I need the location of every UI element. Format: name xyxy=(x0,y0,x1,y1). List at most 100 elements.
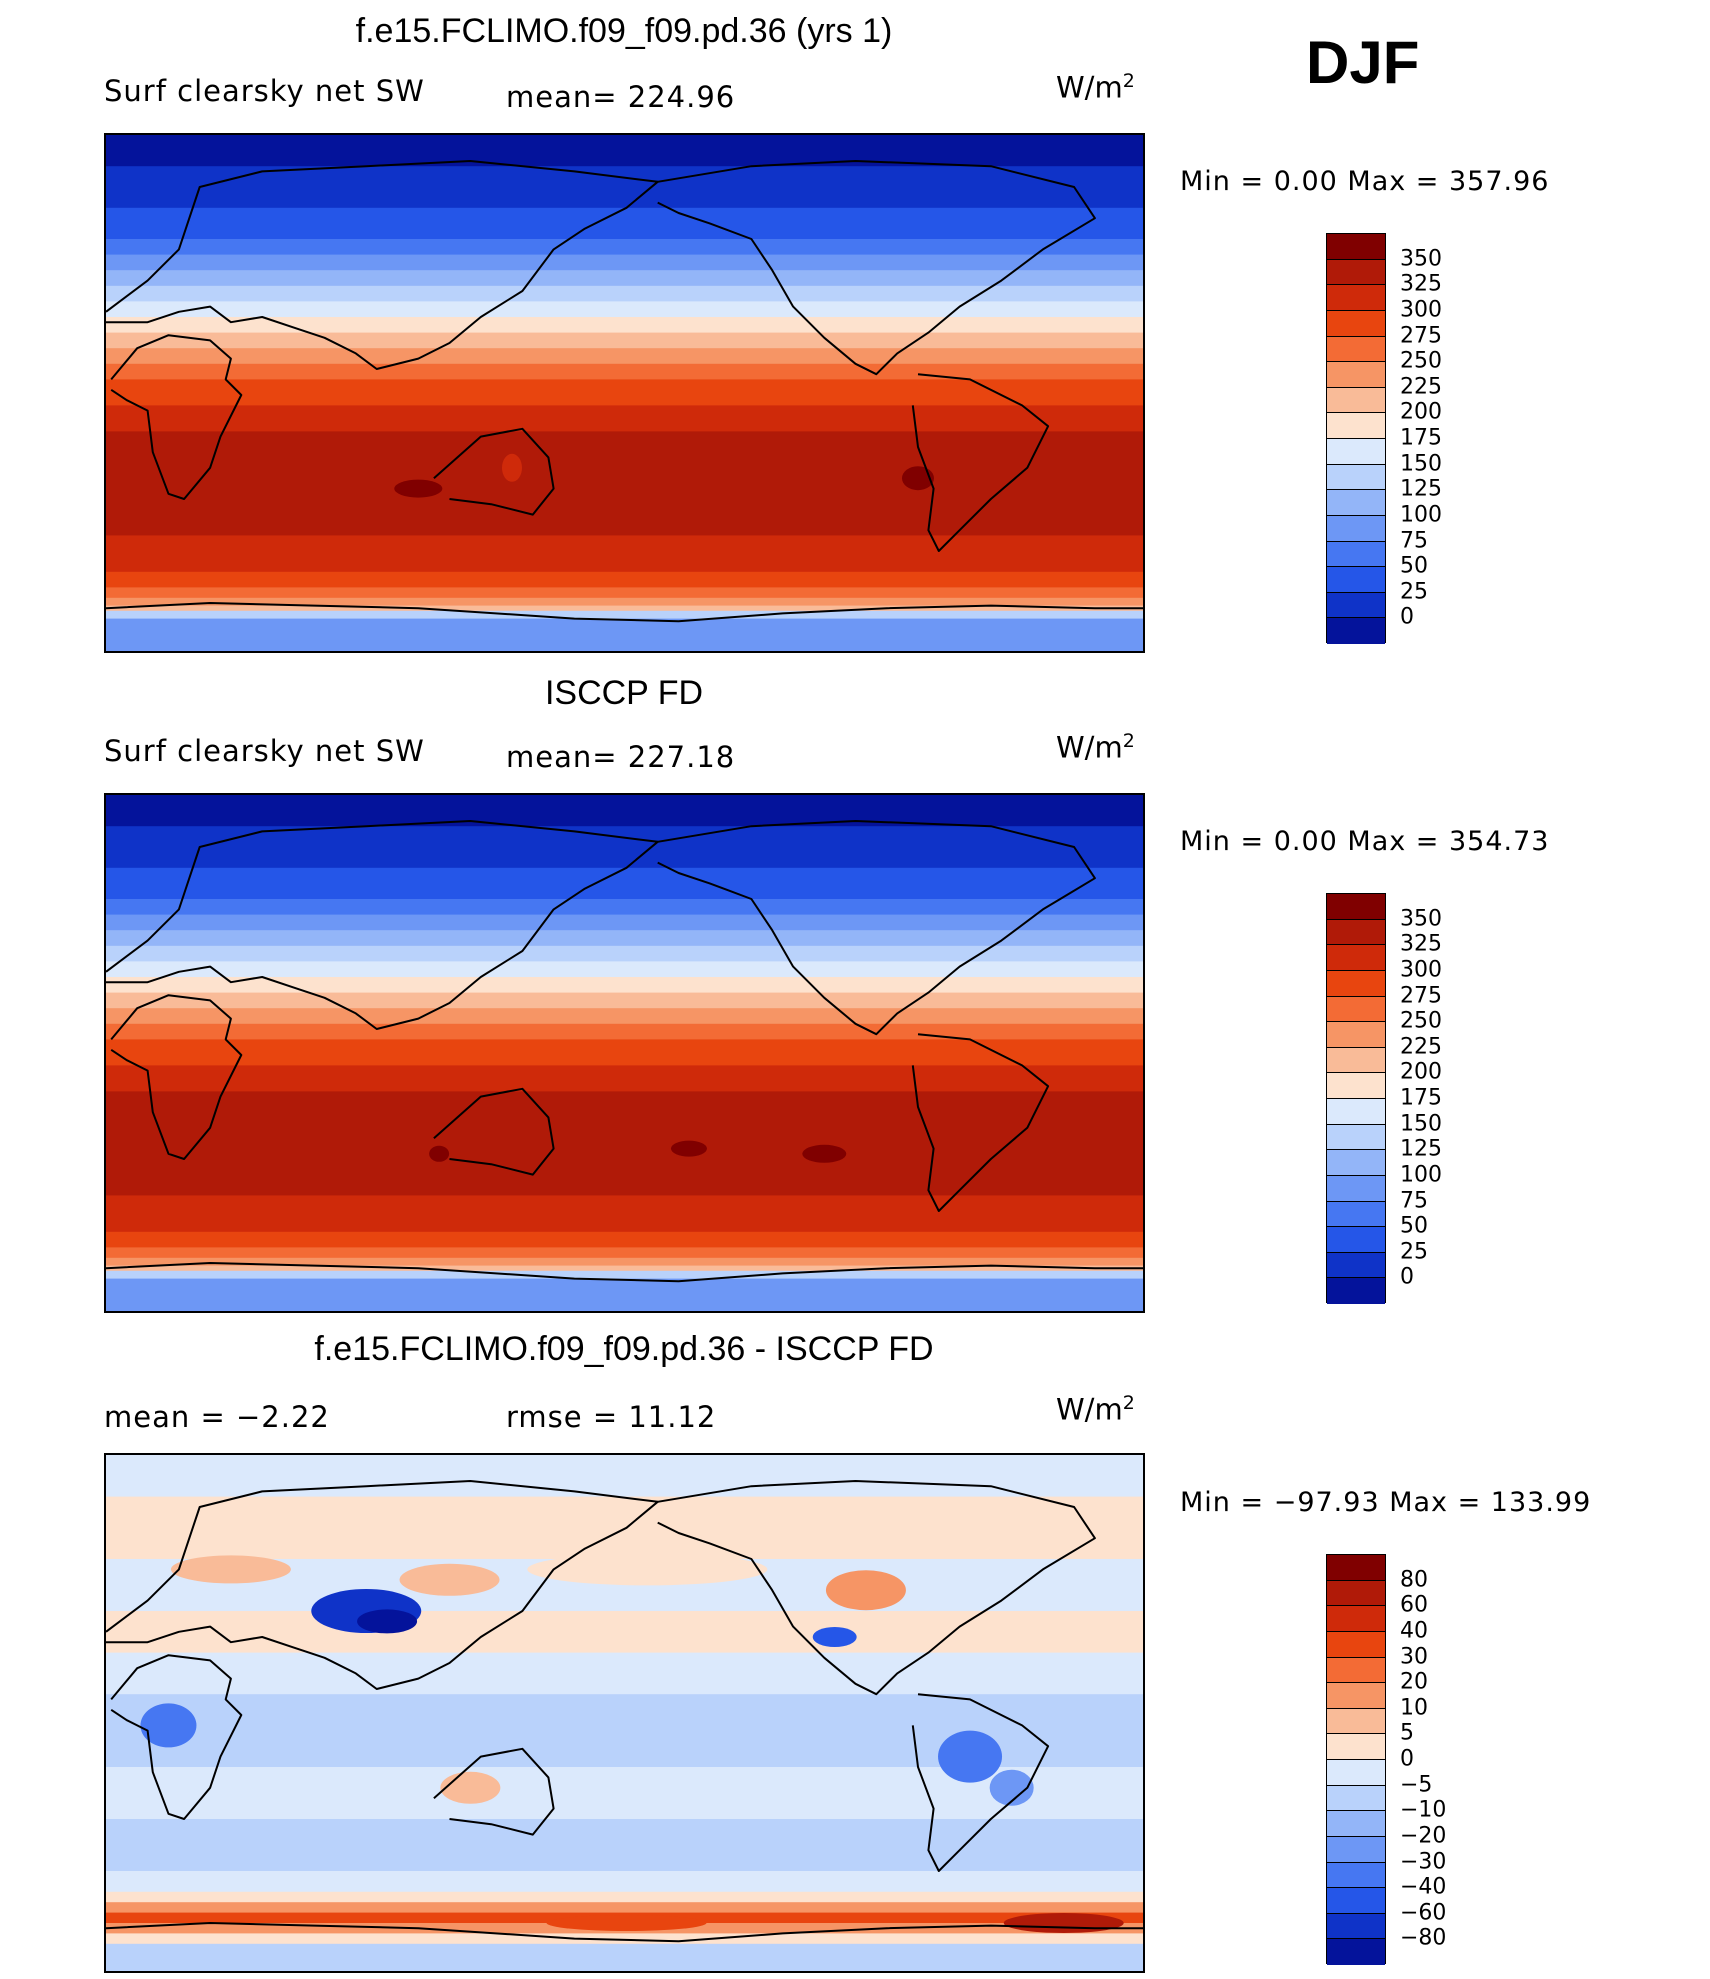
coastline xyxy=(106,1922,1143,1943)
colorbar-tick-label: 200 xyxy=(1400,1059,1442,1085)
season-label: DJF xyxy=(1306,29,1420,96)
colorbar-swatch xyxy=(1327,1252,1385,1279)
colorbar-swatch xyxy=(1327,919,1385,946)
field-blob xyxy=(938,1730,1003,1783)
colorbar-swatch xyxy=(1327,285,1385,311)
field-band xyxy=(106,332,1143,350)
colorbar-swatch xyxy=(1327,1683,1385,1709)
field-band xyxy=(106,317,1143,334)
panel-1-map xyxy=(104,133,1145,653)
colorbar-tick-label: −10 xyxy=(1400,1797,1447,1823)
colorbar-swatch xyxy=(1327,1047,1385,1074)
field-band xyxy=(106,1902,1143,1914)
field-band xyxy=(106,914,1143,932)
panel-2-variable-label: Surf clearsky net SW xyxy=(104,734,425,768)
colorbar-swatch xyxy=(1327,1022,1385,1048)
map-field xyxy=(106,1455,1143,1971)
colorbar-tick-label: 225 xyxy=(1400,1034,1442,1060)
colorbar-swatch xyxy=(1327,1631,1385,1658)
field-blob xyxy=(357,1609,418,1634)
panel-1-colorbar xyxy=(1326,233,1386,644)
field-blob xyxy=(429,1145,450,1162)
field-band xyxy=(106,867,1143,900)
colorbar-tick-label: −20 xyxy=(1400,1823,1447,1849)
panel-2-units: W/m2 xyxy=(1056,730,1135,765)
field-band xyxy=(106,1065,1143,1093)
field-band xyxy=(106,945,1143,963)
coastline xyxy=(106,1262,1143,1283)
colorbar-tick-label: 20 xyxy=(1400,1669,1428,1695)
coastline xyxy=(433,427,555,516)
coastline xyxy=(106,820,659,1030)
colorbar-tick-label: 60 xyxy=(1400,1592,1428,1618)
colorbar-tick-label: −60 xyxy=(1400,1900,1447,1926)
colorbar-tick-label: 0 xyxy=(1400,604,1414,630)
field-band xyxy=(106,618,1143,651)
field-band xyxy=(106,1231,1143,1249)
field-blob xyxy=(140,1703,197,1748)
colorbar-tick-label: 150 xyxy=(1400,1111,1442,1137)
coastline xyxy=(110,1654,243,1820)
field-band xyxy=(106,166,1143,209)
colorbar-swatch xyxy=(1327,1657,1385,1684)
colorbar-tick-label: 75 xyxy=(1400,1188,1428,1213)
field-band xyxy=(106,379,1143,407)
field-band xyxy=(106,1819,1143,1872)
coastline xyxy=(657,1480,1096,1696)
panel-2-minmax: Min = 0.00 Max = 354.73 xyxy=(1180,826,1550,857)
colorbar-swatch xyxy=(1327,1580,1385,1607)
colorbar-tick-label: 350 xyxy=(1400,246,1442,272)
field-blob xyxy=(1003,1913,1124,1933)
panel-3-map xyxy=(104,1453,1145,1973)
colorbar-swatch xyxy=(1327,439,1385,465)
field-band xyxy=(106,1257,1143,1267)
colorbar-swatch xyxy=(1327,464,1385,491)
colorbar-swatch xyxy=(1327,362,1385,388)
field-band xyxy=(106,405,1143,433)
colorbar-swatch xyxy=(1327,945,1385,971)
panel-1-minmax: Min = 0.00 Max = 357.96 xyxy=(1180,166,1550,197)
panel-3-minmax: Min = −97.93 Max = 133.99 xyxy=(1180,1487,1592,1518)
field-band xyxy=(106,571,1143,589)
colorbar-swatch xyxy=(1327,1760,1385,1786)
colorbar-swatch xyxy=(1327,1175,1385,1202)
field-band xyxy=(106,899,1143,916)
field-band xyxy=(106,1652,1143,1696)
field-band xyxy=(106,1008,1143,1025)
colorbar-tick-label: 0 xyxy=(1400,1746,1414,1772)
colorbar-tick-label: −40 xyxy=(1400,1874,1447,1900)
panel-3-mean-label: mean = −2.22 xyxy=(104,1400,330,1434)
panel-2-map xyxy=(104,793,1145,1313)
colorbar-tick-label: 10 xyxy=(1400,1695,1428,1721)
colorbar-tick-label: 225 xyxy=(1400,374,1442,400)
field-band xyxy=(106,1891,1143,1904)
colorbar-swatch xyxy=(1327,234,1385,260)
coastline xyxy=(911,1033,1050,1212)
colorbar-tick-label: 80 xyxy=(1400,1567,1428,1593)
field-band xyxy=(106,135,1143,168)
field-band xyxy=(106,1265,1143,1272)
field-band xyxy=(106,1247,1143,1259)
colorbar-tick-label: 325 xyxy=(1400,931,1442,957)
field-band xyxy=(106,285,1143,303)
field-band xyxy=(106,1278,1143,1311)
coastline xyxy=(911,1693,1050,1872)
panel-3-rmse-label: rmse = 11.12 xyxy=(506,1400,717,1434)
colorbar-swatch xyxy=(1327,1124,1385,1151)
colorbar-tick-label: 350 xyxy=(1400,906,1442,932)
field-blob xyxy=(440,1771,501,1804)
colorbar-tick-label: 0 xyxy=(1400,1264,1414,1290)
colorbar-tick-label: 325 xyxy=(1400,271,1442,297)
colorbar-swatch xyxy=(1327,970,1385,997)
panel-1-units: W/m2 xyxy=(1056,70,1135,105)
field-band xyxy=(106,1091,1143,1197)
field-band xyxy=(106,254,1143,272)
colorbar-swatch xyxy=(1327,1073,1385,1099)
colorbar-swatch xyxy=(1327,1734,1385,1760)
colorbar-swatch xyxy=(1327,996,1385,1023)
colorbar-swatch xyxy=(1327,490,1385,516)
colorbar-tick-label: 50 xyxy=(1400,553,1428,579)
field-band xyxy=(106,930,1143,947)
panel-1-variable-label: Surf clearsky net SW xyxy=(104,74,425,108)
colorbar-swatch xyxy=(1327,413,1385,439)
